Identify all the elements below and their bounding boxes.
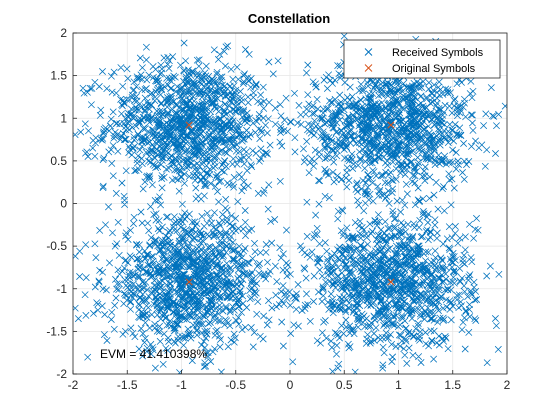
legend-label-original: Original Symbols: [392, 63, 476, 75]
chart-title: Constellation: [248, 11, 330, 26]
y-tick-label: 0: [60, 197, 67, 211]
x-tick-label: 1: [395, 378, 402, 392]
y-tick-label: 1.5: [50, 69, 67, 83]
legend-label-received: Received Symbols: [392, 47, 484, 59]
x-tick-label: -1.5: [117, 378, 138, 392]
y-tick-label: -1.5: [46, 324, 67, 338]
legend-marker-received: [364, 48, 373, 56]
y-tick-label: 2: [60, 26, 67, 40]
legend-marker-original: [364, 64, 373, 72]
x-tick-label: 0: [287, 378, 294, 392]
x-tick-label: -2: [68, 378, 79, 392]
original-symbol-point: [185, 121, 193, 129]
x-tick-label: 0.5: [336, 378, 353, 392]
y-tick-label: -2: [56, 367, 67, 381]
x-tick-label: 2: [504, 378, 511, 392]
x-axis-ticks: -2 -1.5 -1 -0.5 0 0.5 1 1.5 2: [68, 370, 511, 392]
y-tick-label: -0.5: [46, 239, 67, 253]
original-symbol-point: [185, 278, 193, 286]
evm-annotation: EVM = 41.410398%: [100, 347, 207, 361]
received-symbols-series: [73, 33, 507, 374]
received-symbol-markers: [73, 33, 507, 374]
original-symbols-series: [185, 121, 395, 286]
original-symbol-point: [387, 121, 395, 129]
x-tick-label: -1: [176, 378, 187, 392]
legend: Received Symbols Original Symbols: [343, 39, 501, 79]
x-tick-label: -0.5: [225, 378, 246, 392]
y-tick-label: -1: [56, 282, 67, 296]
x-tick-label: 1.5: [444, 378, 461, 392]
y-tick-label: 1: [60, 111, 67, 125]
plot-area: [73, 33, 507, 374]
original-symbol-point: [387, 278, 395, 286]
legend-box: [343, 39, 501, 79]
y-tick-label: 0.5: [50, 154, 67, 168]
y-axis-ticks: 2 1.5 1 0.5 0 -0.5 -1 -1.5 -2: [46, 26, 77, 381]
